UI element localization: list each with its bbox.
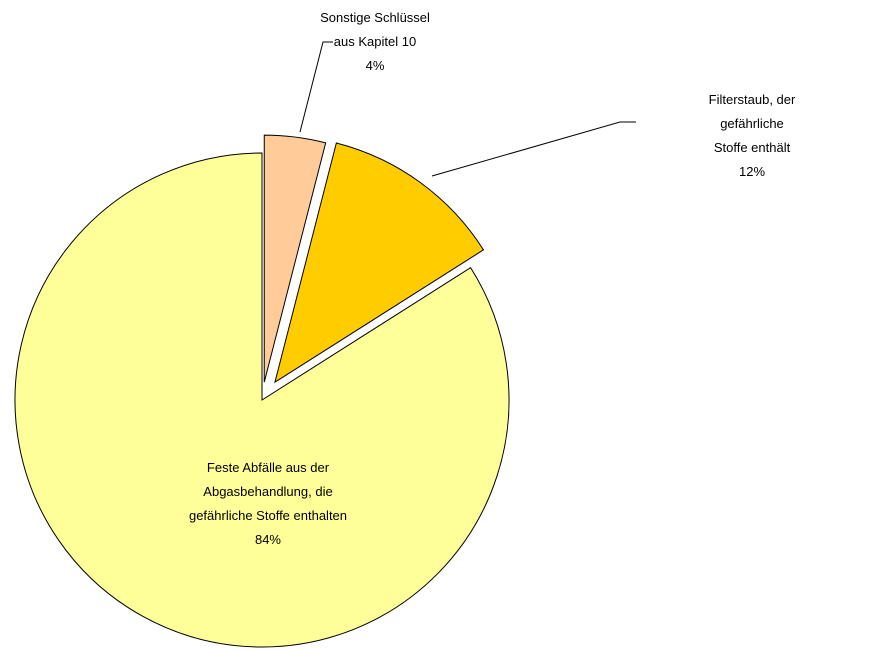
slice-value: 84% (254, 532, 282, 547)
slice-category: Feste Abfälle aus der Abgasbehandlung, d… (188, 460, 348, 523)
slice-label: Filterstaub, der gefährliche Stoffe enth… (692, 88, 812, 184)
pie-slice (274, 142, 485, 384)
pie-slice (263, 134, 327, 383)
slice-value: 4% (365, 58, 385, 73)
pie-slice (14, 152, 510, 648)
leader-line (431, 121, 636, 177)
slice-category: Sonstige Schlüssel aus Kapitel 10 (320, 10, 430, 49)
slice-value: 12% (738, 164, 766, 179)
slice-label: Feste Abfälle aus der Abgasbehandlung, d… (189, 456, 347, 552)
leader-line (299, 41, 333, 133)
slice-label: Sonstige Schlüssel aus Kapitel 10 4% (320, 6, 430, 78)
slice-category: Filterstaub, der gefährliche Stoffe enth… (708, 92, 796, 155)
